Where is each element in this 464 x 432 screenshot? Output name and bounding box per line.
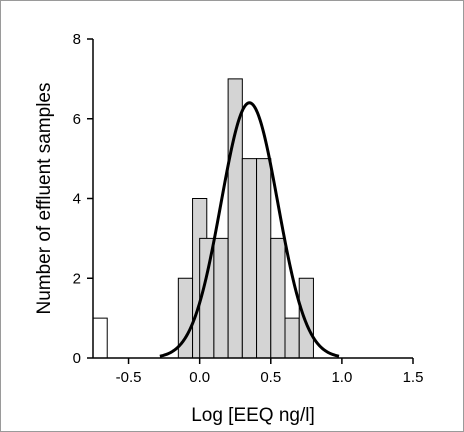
histogram-bar-0 <box>92 317 108 359</box>
y-tick-label: 4 <box>73 191 81 208</box>
y-tick-label: 2 <box>73 270 81 287</box>
histogram-bar-4 <box>213 237 229 359</box>
histogram-bar-10 <box>298 277 314 359</box>
x-axis-title: Log [EEQ ng/l] <box>191 405 315 426</box>
x-tick-label: 1.0 <box>331 369 352 386</box>
y-tick-label: 8 <box>73 31 81 48</box>
histogram-bar-7 <box>256 158 272 359</box>
histogram-bar-6 <box>241 158 258 359</box>
y-tick-label: 0 <box>73 350 81 367</box>
x-tick-label: -0.5 <box>116 369 142 386</box>
histogram-bar-8 <box>270 237 286 359</box>
curve-layer <box>159 101 340 358</box>
gaussian-fit-curve <box>159 101 340 358</box>
x-tick-label: 1.5 <box>403 369 424 386</box>
y-tick-label: 6 <box>73 111 81 128</box>
x-tick-label: 0.0 <box>189 369 210 386</box>
histogram-bar-5 <box>227 78 243 359</box>
x-tick-label: 0.5 <box>260 369 281 386</box>
histogram-bar-9 <box>284 317 300 359</box>
y-axis-title: Number of effluent samples <box>34 83 55 315</box>
ticks-layer: -0.5 0.0 0.5 1.0 1.5 0 2 4 6 8 <box>73 31 424 386</box>
